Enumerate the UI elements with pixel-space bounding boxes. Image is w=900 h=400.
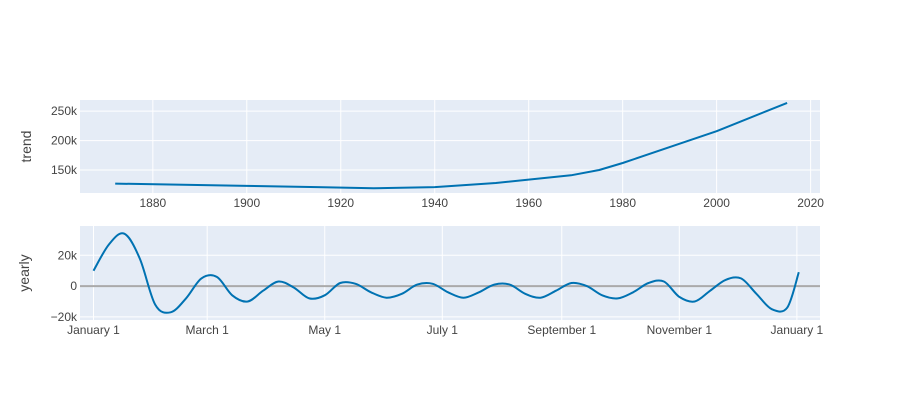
yearly-line — [92, 232, 800, 314]
x-tick-label: January 1 — [67, 323, 120, 337]
y-tick-label: 0 — [70, 279, 77, 293]
plot-background — [80, 226, 820, 320]
subplot-2: January 1 March 1 May 1 July 1 September 1 No… — [16, 226, 824, 337]
x-tick-label: 1940 — [421, 196, 448, 210]
x-tick-label: September 1 — [527, 323, 596, 337]
x-tick-label: 1920 — [327, 196, 354, 210]
x-tick-label: 1960 — [515, 196, 542, 210]
subplot-1: 1880 1900 1920 1940 1960 1980 2000 2020 150k 200k… — [18, 100, 824, 210]
y-tick-label: −20k — [51, 310, 78, 324]
x-tick-label: July 1 — [427, 323, 459, 337]
trend-line — [115, 101, 788, 190]
x-tick-label: January 1 — [771, 323, 824, 337]
y-axis-title: trend — [18, 131, 34, 163]
x-tick-label: March 1 — [186, 323, 230, 337]
y-tick-label: 200k — [51, 134, 78, 148]
x-tick-label: 1900 — [233, 196, 260, 210]
x-tick-label: November 1 — [647, 323, 713, 337]
x-tick-label: 1980 — [609, 196, 636, 210]
y-axis-title: yearly — [16, 254, 32, 291]
x-tick-label: 1880 — [139, 196, 166, 210]
x-tick-label: 2020 — [797, 196, 824, 210]
y-tick-label: 150k — [51, 163, 78, 177]
x-tick-label: 2000 — [703, 196, 730, 210]
y-tick-label: 20k — [58, 248, 78, 262]
plot-background — [80, 100, 820, 193]
y-tick-label: 250k — [51, 104, 78, 118]
x-tick-label: May 1 — [308, 323, 341, 337]
